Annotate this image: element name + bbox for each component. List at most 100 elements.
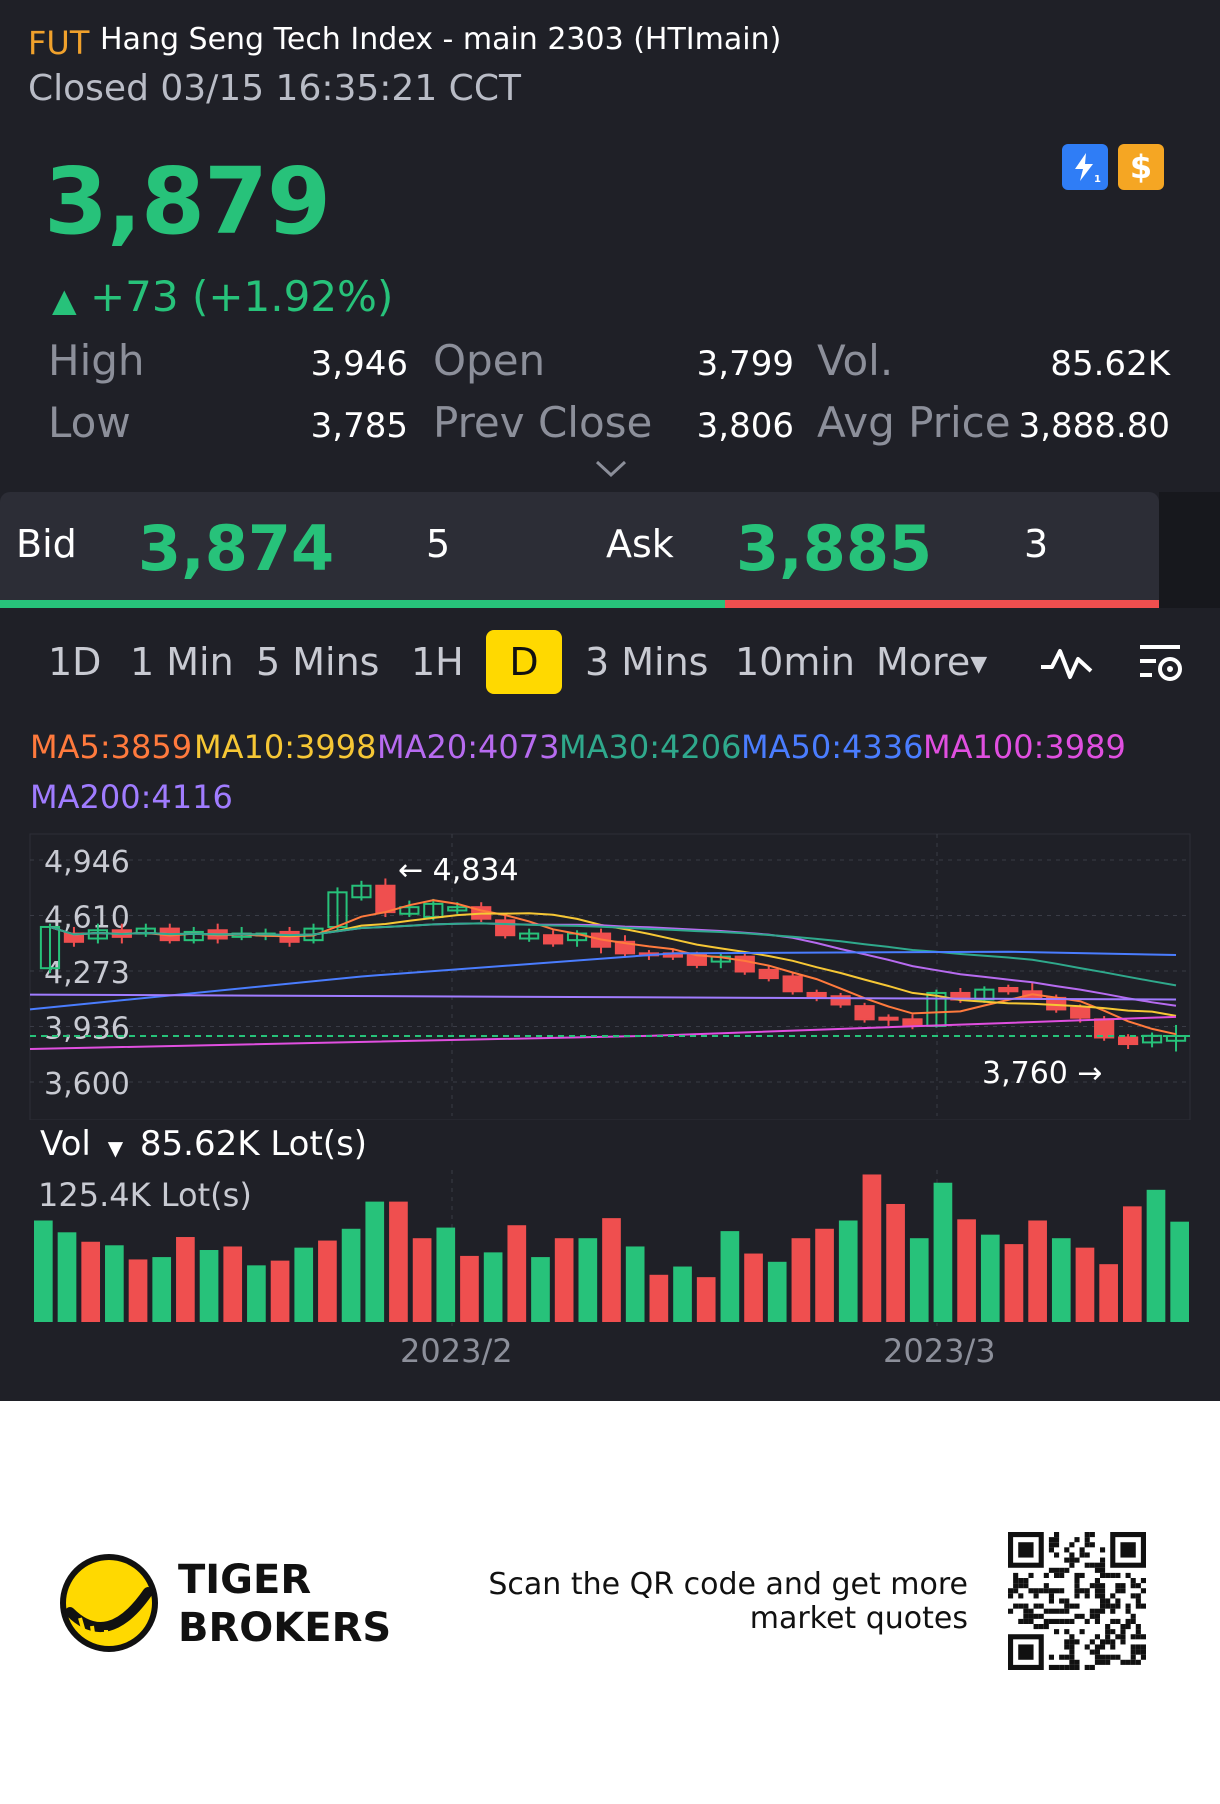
tab-1d[interactable]: 1D [48, 640, 102, 684]
qr-module [1105, 1624, 1111, 1630]
qr-module [1084, 1542, 1090, 1548]
volume-bar [791, 1238, 811, 1322]
qr-module [1130, 1654, 1136, 1660]
qr-module [1054, 1542, 1060, 1548]
volume-bar [720, 1231, 740, 1322]
qr-module [1033, 1624, 1039, 1630]
qr-module [1069, 1664, 1075, 1670]
qr-module [1018, 1578, 1024, 1584]
volume-bar [578, 1238, 598, 1322]
qr-module [1100, 1562, 1106, 1568]
tab-more[interactable]: More▼ [876, 640, 987, 684]
qr-module [1130, 1593, 1136, 1599]
tab-5mins[interactable]: 5 Mins [256, 640, 380, 684]
qr-module [1069, 1644, 1075, 1650]
candle-body [1118, 1036, 1139, 1046]
candle-body [878, 1016, 899, 1021]
tab-1min[interactable]: 1 Min [130, 640, 234, 684]
qr-module [1048, 1664, 1054, 1670]
qr-module [1115, 1583, 1121, 1589]
qr-module [1079, 1547, 1085, 1553]
tab-3mins[interactable]: 3 Mins [585, 640, 709, 684]
candle-body [447, 906, 468, 912]
qr-module [1064, 1644, 1070, 1650]
qr-module [1074, 1583, 1080, 1589]
qr-module [1125, 1603, 1131, 1609]
qr-module [1018, 1583, 1024, 1589]
candle-body [399, 906, 420, 915]
qr-module [1064, 1598, 1070, 1604]
qr-module [1054, 1618, 1060, 1624]
change-value: +73 (+1.92%) [89, 272, 394, 321]
qr-module [1125, 1624, 1131, 1630]
volume-bar [696, 1277, 716, 1322]
qr-module [1023, 1613, 1029, 1619]
candle-body [543, 934, 564, 945]
tab-10min[interactable]: 10min [735, 640, 856, 684]
qr-module [1105, 1639, 1111, 1645]
qr-module [1089, 1608, 1095, 1614]
ask-price: 3,885 [736, 512, 933, 585]
tab-1h[interactable]: 1H [411, 640, 464, 684]
bid-label: Bid [16, 522, 77, 566]
qr-finder-core [1018, 1644, 1034, 1660]
qr-module [1110, 1618, 1116, 1624]
ma10-label: MA10:3998 [194, 728, 377, 766]
volume-chart[interactable] [0, 1170, 1220, 1326]
qr-module [1100, 1639, 1106, 1645]
volume-bar [483, 1252, 503, 1322]
qr-module [1069, 1634, 1075, 1640]
qr-module [1130, 1634, 1136, 1640]
qr-module [1120, 1629, 1126, 1635]
chart-settings-icon[interactable] [1136, 640, 1188, 690]
bid-ask-panel [0, 492, 1159, 604]
qr-module [1028, 1608, 1034, 1614]
instrument-title: Hang Seng Tech Index - main 2303 (HTImai… [100, 22, 782, 57]
candle-body [183, 930, 204, 942]
y-tick-label: 4,273 [44, 956, 130, 991]
volume-bar [815, 1228, 834, 1322]
qr-module [1135, 1603, 1141, 1609]
qr-module [1140, 1603, 1146, 1609]
qr-module [1054, 1629, 1060, 1635]
qr-module [1064, 1547, 1070, 1553]
qr-finder-core [1018, 1542, 1034, 1558]
lightning-level1-icon[interactable]: 1 [1062, 144, 1108, 190]
qr-code-icon[interactable] [1008, 1532, 1146, 1670]
volume-bar [744, 1253, 763, 1322]
app-screen [0, 0, 1220, 1401]
qr-module [1135, 1649, 1141, 1655]
qr-module [1069, 1603, 1075, 1609]
qr-module [1115, 1634, 1121, 1640]
qr-module [1059, 1654, 1065, 1660]
tab-daily[interactable]: D [486, 630, 562, 694]
avg-price-label: Avg Price [817, 398, 1011, 447]
qr-module [1048, 1588, 1054, 1594]
qr-module [1054, 1532, 1060, 1538]
indicator-wave-icon[interactable] [1038, 643, 1094, 687]
market-status: Closed 03/15 16:35:21 CCT [28, 68, 521, 109]
volume-bar [1051, 1238, 1071, 1322]
qr-module [1100, 1659, 1106, 1665]
qr-module [1120, 1659, 1126, 1665]
volume-selector[interactable]: Vol ▼ 85.62K Lot(s) [40, 1124, 367, 1164]
qr-module [1028, 1613, 1034, 1619]
qr-module [1094, 1608, 1100, 1614]
expand-chevron-icon[interactable] [594, 458, 628, 484]
qr-module [1100, 1547, 1106, 1553]
dollar-icon[interactable]: $ [1118, 144, 1164, 190]
qr-module [1038, 1603, 1044, 1609]
volume-bar [176, 1237, 195, 1322]
ma50-label: MA50:4336 [741, 728, 924, 766]
volume-bar [247, 1265, 266, 1322]
ma5-label: MA5:3859 [30, 728, 193, 766]
low-label: Low [48, 398, 131, 447]
qr-module [1079, 1629, 1085, 1635]
bid-price: 3,874 [138, 512, 335, 585]
qr-module [1033, 1613, 1039, 1619]
qr-module [1094, 1654, 1100, 1660]
qr-module [1054, 1664, 1060, 1670]
candle-body [854, 1005, 875, 1021]
qr-module [1059, 1598, 1065, 1604]
